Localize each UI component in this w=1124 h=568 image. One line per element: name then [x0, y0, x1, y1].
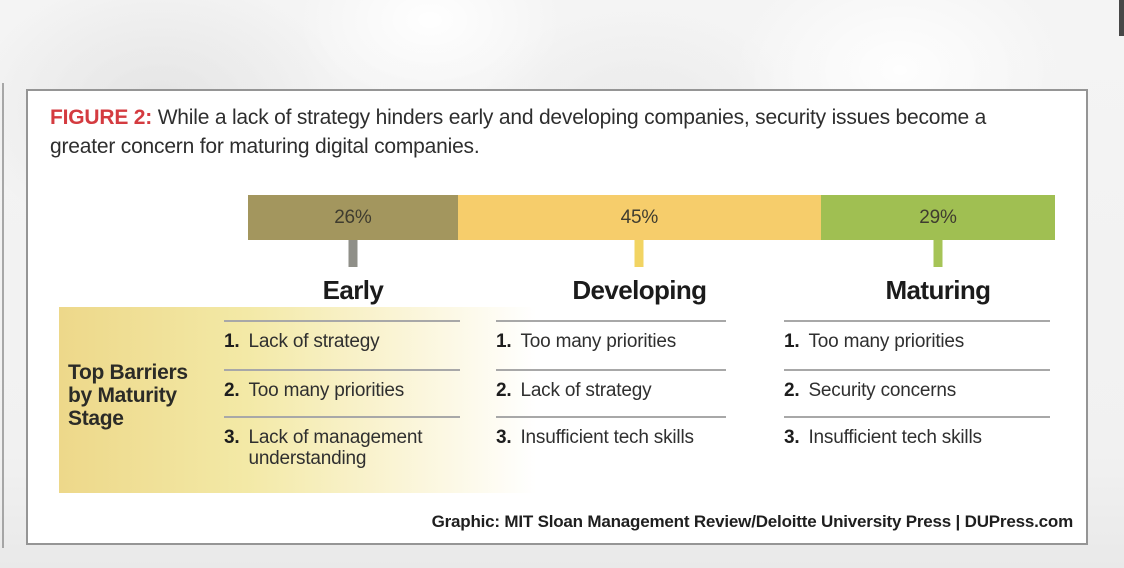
barrier-text: Lack of management understanding: [248, 427, 423, 469]
rank-number: 3.: [496, 427, 512, 448]
barrier-column-maturing: 1. Too many priorities 2. Security conce…: [784, 320, 1050, 511]
barrier-item: 1. Too many priorities: [496, 320, 726, 369]
rank-number: 1.: [496, 331, 512, 352]
percent-label-early: 26%: [334, 206, 372, 228]
barrier-item: 1. Too many priorities: [784, 320, 1050, 369]
barrier-text: Lack of strategy: [248, 331, 380, 352]
barrier-text: Too many priorities: [248, 380, 405, 401]
rank-number: 2.: [224, 380, 240, 401]
barrier-text: Security concerns: [808, 380, 957, 401]
barrier-item: 2. Lack of strategy: [496, 369, 726, 416]
stage-label-developing: Developing: [572, 275, 707, 305]
rank-number: 3.: [784, 427, 800, 448]
barrier-column-early: 1. Lack of strategy 2. Too many prioriti…: [224, 320, 460, 511]
barrier-item: 2. Security concerns: [784, 369, 1050, 416]
rank-number: 1.: [224, 331, 240, 352]
rank-number: 2.: [784, 380, 800, 401]
segment-tick-developing: [634, 240, 644, 267]
stage-label-early: Early: [322, 275, 384, 305]
segment-tick-early: [348, 240, 358, 267]
barrier-text: Too many priorities: [808, 331, 965, 352]
barrier-item: 3. Lack of management understanding: [224, 416, 460, 511]
barrier-column-developing: 1. Too many priorities 2. Lack of strate…: [496, 320, 726, 511]
credit-line: Graphic: MIT Sloan Management Review/Del…: [431, 512, 1074, 531]
barrier-item: 3. Insufficient tech skills: [496, 416, 726, 511]
rank-number: 3.: [224, 427, 240, 448]
window-edge-line: [2, 83, 4, 548]
segment-tick-maturing: [933, 240, 943, 267]
barrier-item: 3. Insufficient tech skills: [784, 416, 1050, 511]
barriers-heading: Top Barriers by Maturity Stage: [68, 361, 188, 430]
figure-panel: FIGURE 2: While a lack of strategy hinde…: [26, 89, 1088, 545]
maturity-stage-chart: 26% 45% 29% Early Developing Maturing: [248, 195, 1055, 400]
figure-title-text: While a lack of strategy hinders early a…: [50, 106, 987, 158]
bar-segment-developing: 45%: [457, 195, 821, 240]
barrier-item: 1. Lack of strategy: [224, 320, 460, 369]
percent-label-maturing: 29%: [919, 206, 957, 228]
barrier-text: Insufficient tech skills: [808, 427, 982, 448]
barrier-text: Insufficient tech skills: [520, 427, 694, 448]
screen-corner-mark: [1119, 0, 1124, 36]
stage-label-maturing: Maturing: [885, 275, 992, 305]
barrier-text: Too many priorities: [520, 331, 677, 352]
bar-segment-maturing: 29%: [820, 195, 1055, 240]
bar-segment-early: 26%: [248, 195, 458, 240]
figure-title: FIGURE 2: While a lack of strategy hinde…: [50, 104, 1055, 161]
barrier-item: 2. Too many priorities: [224, 369, 460, 416]
rank-number: 1.: [784, 331, 800, 352]
figure-number-label: FIGURE 2:: [50, 106, 153, 129]
percent-label-developing: 45%: [620, 206, 659, 228]
barrier-text: Lack of strategy: [520, 380, 652, 401]
rank-number: 2.: [496, 380, 512, 401]
stacked-percentage-bar: 26% 45% 29%: [248, 195, 1055, 240]
barriers-heading-box: [59, 307, 551, 493]
